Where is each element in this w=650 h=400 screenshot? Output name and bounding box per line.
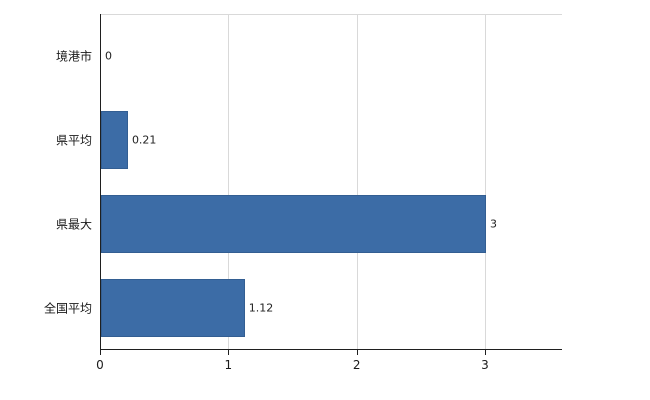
x-tick-label: 2 — [352, 358, 361, 372]
category-label: 境港市 — [55, 49, 92, 64]
x-axis-line — [100, 349, 562, 350]
plot-top-border — [100, 14, 562, 15]
plot-area: 0 0.21 3 1.12 — [100, 14, 562, 350]
bar — [101, 195, 486, 253]
x-tick-label: 1 — [224, 358, 233, 372]
value-label: 0.21 — [131, 133, 157, 147]
bar — [101, 279, 245, 337]
x-tick-label: 0 — [96, 358, 104, 372]
x-tick-mark — [100, 350, 101, 355]
x-tick-mark — [356, 350, 358, 355]
value-label: 0 — [105, 49, 112, 63]
gridline — [356, 14, 358, 350]
category-label: 県最大 — [55, 217, 92, 232]
bar — [101, 111, 128, 169]
x-tick-label: 3 — [481, 358, 489, 372]
gridline — [228, 14, 230, 350]
x-tick-mark — [485, 350, 486, 355]
y-axis-line — [100, 14, 101, 350]
value-label: 1.12 — [248, 301, 274, 315]
x-tick-mark — [228, 350, 230, 355]
category-label: 全国平均 — [43, 301, 92, 316]
category-label: 県平均 — [55, 133, 92, 148]
value-label: 3 — [490, 217, 497, 231]
gridline — [485, 14, 486, 350]
